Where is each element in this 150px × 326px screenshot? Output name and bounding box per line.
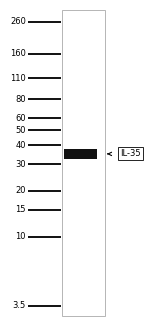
Bar (64, 149, 97, 159)
Text: 15: 15 (15, 205, 26, 214)
Text: 3.5: 3.5 (13, 301, 26, 310)
Text: 60: 60 (15, 114, 26, 123)
Text: 40: 40 (15, 141, 26, 150)
Text: 50: 50 (15, 126, 26, 135)
Bar (62, 10, 105, 316)
Text: 160: 160 (10, 49, 26, 58)
Text: 10: 10 (15, 232, 26, 241)
Text: 110: 110 (10, 74, 26, 83)
Text: 80: 80 (15, 95, 26, 104)
Text: kDa: kDa (8, 0, 26, 2)
Text: 20: 20 (15, 186, 26, 195)
Text: IL-35: IL-35 (120, 149, 141, 158)
Text: 30: 30 (15, 160, 26, 169)
Text: 260: 260 (10, 17, 26, 26)
